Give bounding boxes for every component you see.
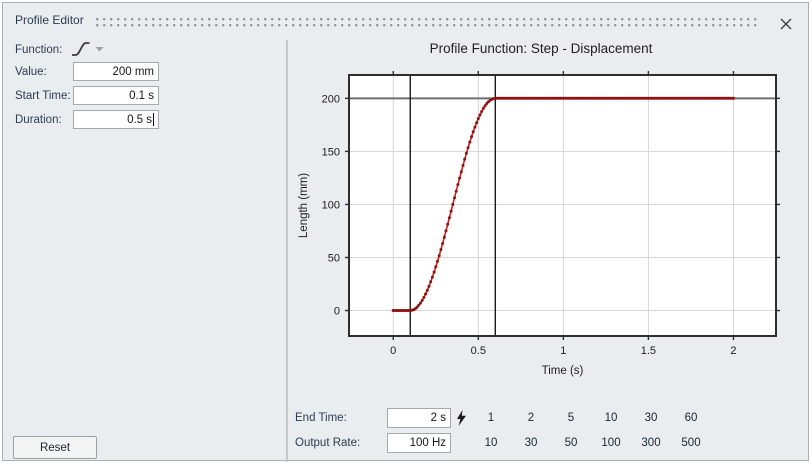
end-time-preset-30[interactable]: 30	[644, 412, 658, 424]
output-rate-preset-300[interactable]: 300	[641, 437, 661, 449]
page-title: Profile Editor	[15, 13, 84, 27]
lightning-icon	[456, 410, 466, 426]
value-input[interactable]: 200 mm	[73, 62, 159, 81]
step-function-icon	[72, 42, 90, 56]
close-icon	[780, 18, 792, 30]
svg-text:1: 1	[560, 345, 566, 357]
reset-button[interactable]: Reset	[13, 436, 97, 459]
output-rate-preset-100[interactable]: 100	[601, 437, 621, 449]
svg-text:2: 2	[730, 345, 736, 357]
output-rate-preset-10[interactable]: 10	[484, 437, 498, 449]
function-label: Function:	[15, 44, 63, 56]
svg-text:0: 0	[334, 306, 340, 318]
duration-input-text: 0.5 s	[127, 113, 152, 126]
output-rate-input-text: 100 Hz	[409, 437, 446, 449]
profile-chart: 0 0.5 1 1.5 2 0 50 100 150 200 Time (s) Length (mm)	[298, 71, 780, 377]
function-selector[interactable]	[71, 39, 109, 59]
end-time-preset-10[interactable]: 10	[604, 412, 618, 424]
end-time-presets: 1 2 5 10 30 60	[471, 408, 721, 428]
drag-handle[interactable]	[96, 18, 760, 29]
output-rate-input[interactable]: 100 Hz	[387, 433, 451, 453]
duration-input[interactable]: 0.5 s	[73, 110, 159, 129]
auto-end-time-button[interactable]	[453, 408, 469, 428]
svg-text:Time (s): Time (s)	[542, 365, 584, 377]
svg-text:50: 50	[328, 252, 340, 264]
value-label: Value:	[15, 66, 47, 78]
start-time-label: Start Time:	[15, 90, 71, 102]
value-input-text: 200 mm	[112, 65, 154, 78]
output-rate-preset-50[interactable]: 50	[564, 437, 578, 449]
text-cursor	[153, 113, 154, 126]
start-time-input-text: 0.1 s	[129, 89, 154, 102]
output-rate-label: Output Rate:	[295, 437, 361, 449]
svg-text:200: 200	[322, 93, 340, 105]
svg-text:Length (mm): Length (mm)	[298, 173, 310, 238]
panel-separator	[286, 40, 288, 462]
output-rate-preset-30[interactable]: 30	[524, 437, 538, 449]
svg-text:0: 0	[390, 345, 396, 357]
title-bar: Profile Editor	[3, 3, 808, 37]
end-time-label: End Time:	[295, 412, 347, 424]
end-time-preset-5[interactable]: 5	[567, 412, 575, 424]
start-time-input[interactable]: 0.1 s	[73, 86, 159, 105]
output-rate-preset-500[interactable]: 500	[681, 437, 701, 449]
end-time-preset-2[interactable]: 2	[527, 412, 535, 424]
output-rate-presets: 10 30 50 100 300 500	[471, 433, 721, 453]
end-time-input-text: 2 s	[430, 412, 446, 424]
duration-label: Duration:	[15, 114, 62, 126]
end-time-input[interactable]: 2 s	[387, 408, 451, 428]
svg-text:150: 150	[322, 146, 340, 158]
end-time-preset-60[interactable]: 60	[684, 412, 698, 424]
chevron-down-icon	[95, 47, 104, 52]
end-time-preset-1[interactable]: 1	[487, 412, 495, 424]
profile-editor-panel: Profile Editor Function: Value: 200 mm S…	[2, 2, 809, 462]
svg-text:100: 100	[322, 199, 340, 211]
svg-text:0.5: 0.5	[471, 345, 486, 357]
svg-text:1.5: 1.5	[641, 345, 656, 357]
chart-title: Profile Function: Step - Displacement	[429, 41, 653, 56]
close-button[interactable]	[777, 15, 795, 33]
